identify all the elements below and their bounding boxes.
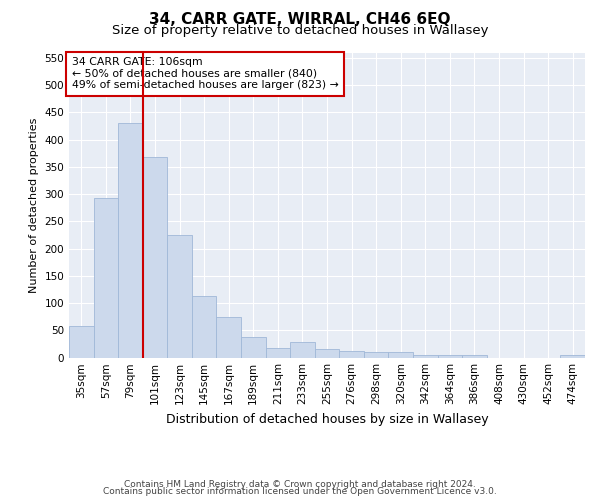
Bar: [241, 337, 266, 357]
X-axis label: Distribution of detached houses by size in Wallasey: Distribution of detached houses by size …: [166, 413, 488, 426]
Bar: [290, 342, 315, 357]
Y-axis label: Number of detached properties: Number of detached properties: [29, 118, 39, 292]
Bar: [143, 157, 167, 358]
Bar: [167, 235, 192, 358]
Text: 34 CARR GATE: 106sqm
← 50% of detached houses are smaller (840)
49% of semi-deta: 34 CARR GATE: 106sqm ← 50% of detached h…: [71, 57, 338, 90]
Bar: [560, 355, 585, 358]
Bar: [364, 352, 388, 358]
Bar: [69, 326, 94, 358]
Text: 34, CARR GATE, WIRRAL, CH46 6EQ: 34, CARR GATE, WIRRAL, CH46 6EQ: [149, 12, 451, 28]
Bar: [94, 198, 118, 358]
Text: Contains HM Land Registry data © Crown copyright and database right 2024.: Contains HM Land Registry data © Crown c…: [124, 480, 476, 489]
Bar: [118, 124, 143, 358]
Bar: [217, 316, 241, 358]
Bar: [388, 352, 413, 358]
Bar: [266, 348, 290, 358]
Bar: [462, 355, 487, 358]
Bar: [339, 351, 364, 358]
Text: Size of property relative to detached houses in Wallasey: Size of property relative to detached ho…: [112, 24, 488, 37]
Bar: [413, 355, 437, 358]
Bar: [315, 350, 339, 358]
Text: Contains public sector information licensed under the Open Government Licence v3: Contains public sector information licen…: [103, 487, 497, 496]
Bar: [192, 296, 217, 358]
Bar: [437, 356, 462, 358]
